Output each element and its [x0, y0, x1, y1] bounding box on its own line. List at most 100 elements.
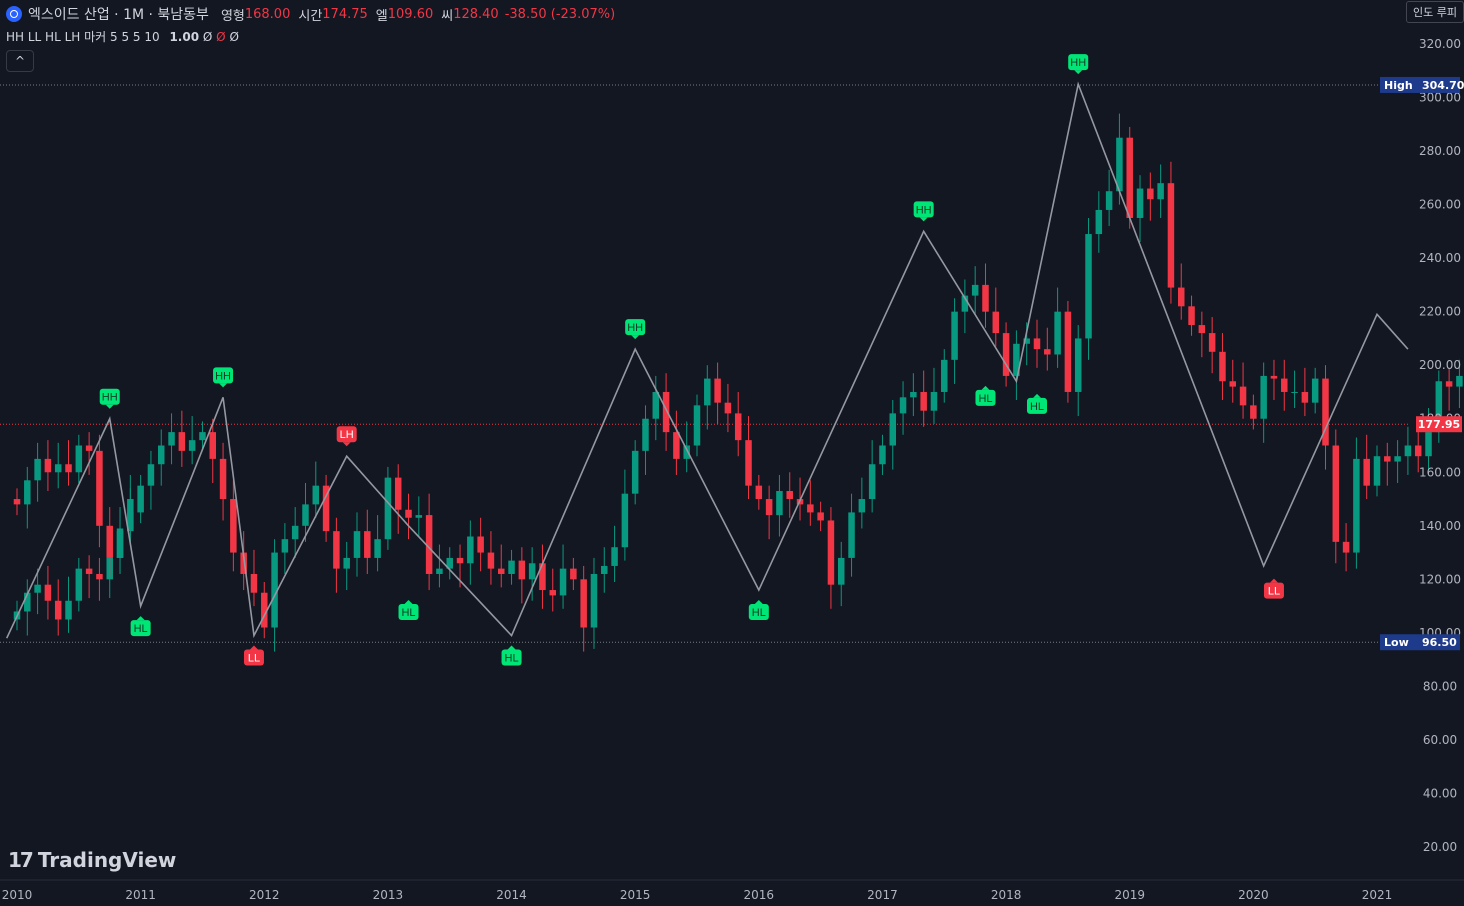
candle-body [1260, 375, 1267, 419]
marker-pointer [105, 404, 114, 409]
candle-body [250, 573, 258, 593]
candle-body [1384, 456, 1391, 462]
candle-body [765, 499, 773, 516]
low-badge [1380, 634, 1460, 651]
collapse-legend-button[interactable]: ^ [6, 50, 34, 72]
candle-body [1414, 445, 1422, 457]
marker-badge [501, 649, 522, 666]
candle-body [353, 531, 361, 558]
candle-body [508, 560, 515, 574]
candle-body [168, 432, 175, 446]
currency-button[interactable]: 인도 루피 [1406, 1, 1464, 23]
candle-body [85, 445, 93, 451]
candle-body [642, 418, 649, 451]
candle-body [1311, 378, 1319, 403]
y-tick-label: 140.00 [1419, 519, 1461, 533]
indicator-legend[interactable]: HH LL HL LH 마커 5 5 5 10 1.00 Ø Ø Ø [6, 28, 239, 45]
candle-body [1322, 378, 1329, 446]
candle-body [961, 295, 969, 312]
x-tick-label: 2017 [867, 888, 898, 902]
tradingview-name: TradingView [37, 848, 177, 872]
high-badge-label: High [1384, 79, 1413, 92]
marker-badge [99, 388, 120, 405]
marker-badge [748, 604, 769, 621]
candle-body [271, 552, 278, 628]
marker-label: HL [505, 653, 519, 665]
candle-body [1013, 343, 1020, 376]
candle-body [1250, 405, 1257, 419]
candle-body [673, 432, 680, 459]
candle-body [13, 499, 21, 505]
x-tick-label: 2019 [1114, 888, 1145, 902]
candle-body [147, 464, 155, 486]
marker-badge [130, 620, 151, 637]
candle-body [920, 391, 927, 411]
close-value: 128.40 [453, 6, 499, 22]
candle-body [425, 515, 433, 574]
marker-pointer [342, 442, 351, 447]
current-price-badge [1416, 416, 1462, 433]
candle-body [662, 391, 670, 433]
candle-body [1095, 209, 1103, 235]
candle-body [1033, 338, 1041, 350]
marker-pointer [631, 335, 640, 340]
x-tick-label: 2018 [991, 888, 1022, 902]
marker-badge [336, 426, 357, 443]
candle-body [693, 405, 701, 446]
candle-body [1270, 375, 1278, 379]
high-value: 174.75 [322, 6, 368, 22]
candle-body [1002, 333, 1010, 376]
candle-body [394, 477, 402, 510]
candle-body [683, 445, 690, 459]
candle-body [590, 573, 598, 628]
candle-body [75, 568, 83, 601]
candle-body [1085, 234, 1092, 339]
indicator-s1: Ø [202, 30, 213, 44]
candle-body [116, 528, 124, 558]
candle-body [54, 600, 62, 620]
candle-body [240, 552, 247, 574]
candle-body [982, 284, 989, 312]
candle-body [848, 512, 855, 558]
candle-body [24, 592, 31, 612]
x-tick-label: 2014 [496, 888, 527, 902]
candle-body [302, 504, 309, 526]
marker-badge [1027, 397, 1047, 414]
marker-label: HH [916, 204, 932, 216]
candle-body [34, 584, 41, 593]
y-tick-label: 200.00 [1419, 358, 1461, 372]
symbol-title[interactable]: 엑스이드 산업 · 1M · 북남동부 [28, 7, 209, 23]
marker-pointer [249, 645, 258, 650]
candle-body [539, 563, 546, 591]
x-tick-label: 2013 [373, 888, 404, 902]
candle-body [817, 512, 824, 521]
candle-body [1177, 287, 1185, 307]
candle-body [1219, 351, 1226, 382]
candle-body [312, 485, 320, 505]
candle-body [1136, 188, 1144, 218]
symbol-logo-icon [6, 6, 22, 22]
candle-body [868, 464, 876, 500]
candle-body [1301, 391, 1309, 403]
candle-body [44, 584, 52, 601]
marker-pointer [219, 383, 228, 388]
marker-badge [1263, 582, 1284, 599]
candle-body [559, 568, 567, 596]
candle-body [601, 565, 608, 574]
candle-body [54, 464, 62, 473]
marker-label: HL [978, 393, 992, 405]
candle-body [261, 592, 268, 628]
candle-body [106, 525, 113, 558]
candle-body [570, 568, 577, 580]
marker-label: HH [102, 392, 118, 404]
marker-badge [398, 604, 419, 621]
candle-body [992, 311, 1000, 334]
candle-body [487, 552, 495, 569]
tradingview-logo: 17 TradingView [8, 848, 176, 872]
candle-body [580, 579, 587, 628]
high-badge-value: 304.70 [1422, 79, 1464, 92]
marker-label: HH [215, 370, 231, 382]
candle-body [333, 531, 340, 569]
marker-badge [213, 367, 234, 384]
